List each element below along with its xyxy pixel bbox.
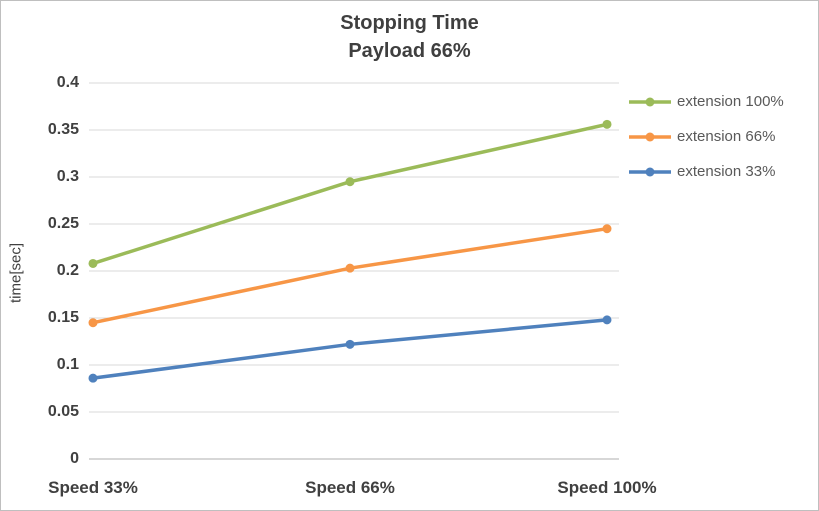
x-category-label: Speed 66% — [305, 478, 395, 497]
legend-line-marker-icon — [629, 97, 671, 106]
y-tick-label: 0.35 — [47, 121, 79, 138]
legend-line-marker-icon — [629, 167, 671, 176]
chart-title-line2: Payload 66% — [348, 40, 471, 62]
x-category-label: Speed 100% — [557, 478, 657, 497]
series-marker-extension-33 — [88, 373, 98, 383]
y-tick-label: 0.15 — [47, 309, 79, 326]
y-tick-label: 0.4 — [56, 74, 79, 91]
y-tick-label: 0 — [70, 450, 79, 467]
series-marker-extension-33 — [602, 315, 612, 325]
y-tick-label: 0.05 — [47, 403, 79, 420]
series-line-extension-100 — [91, 122, 609, 266]
chart-title: Stopping Time Payload 66% — [1, 9, 818, 65]
y-tick-label: 0.25 — [47, 215, 79, 232]
series-marker-extension-100 — [602, 119, 612, 129]
legend-item-extension-100: extension 100% — [628, 93, 784, 110]
legend-label: extension 100% — [677, 93, 784, 110]
y-tick-label: 0.1 — [56, 356, 79, 373]
series-marker-extension-66 — [88, 318, 98, 328]
series-marker-extension-100 — [345, 177, 355, 187]
legend-line-marker-icon — [629, 132, 671, 141]
series-marker-extension-100 — [88, 258, 98, 268]
series-marker-extension-33 — [345, 339, 355, 349]
chart-legend: extension 100% extension 66% extension 33% — [628, 93, 784, 180]
series-marker-extension-66 — [345, 263, 355, 273]
series-line-extension-66 — [91, 226, 609, 325]
series-line-extension-33 — [91, 318, 609, 380]
legend-label: extension 66% — [677, 128, 776, 145]
chart-title-line1: Stopping Time — [340, 12, 479, 34]
legend-label: extension 33% — [677, 163, 776, 180]
y-tick-label: 0.3 — [56, 168, 79, 185]
series-marker-extension-66 — [602, 224, 612, 234]
x-category-label: Speed 33% — [48, 478, 138, 497]
legend-item-extension-33: extension 33% — [628, 163, 784, 180]
legend-item-extension-66: extension 66% — [628, 128, 784, 145]
y-tick-label: 0.2 — [56, 262, 79, 279]
